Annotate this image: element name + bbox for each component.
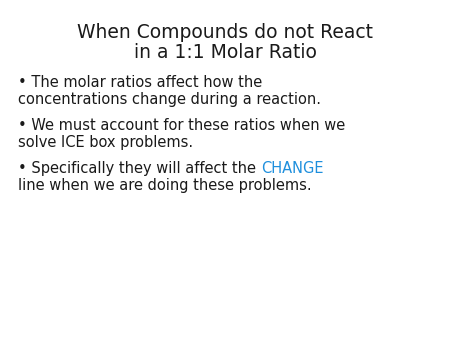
Text: • We must account for these ratios when we: • We must account for these ratios when … xyxy=(18,118,345,133)
Text: in a 1:1 Molar Ratio: in a 1:1 Molar Ratio xyxy=(134,43,316,62)
Text: concentrations change during a reaction.: concentrations change during a reaction. xyxy=(18,92,321,107)
Text: • The molar ratios affect how the: • The molar ratios affect how the xyxy=(18,75,262,90)
Text: line when we are doing these problems.: line when we are doing these problems. xyxy=(18,178,311,193)
Text: • Specifically they will affect the: • Specifically they will affect the xyxy=(18,161,261,176)
Text: solve ICE box problems.: solve ICE box problems. xyxy=(18,135,193,150)
Text: CHANGE: CHANGE xyxy=(261,161,323,176)
Text: When Compounds do not React: When Compounds do not React xyxy=(77,23,373,42)
